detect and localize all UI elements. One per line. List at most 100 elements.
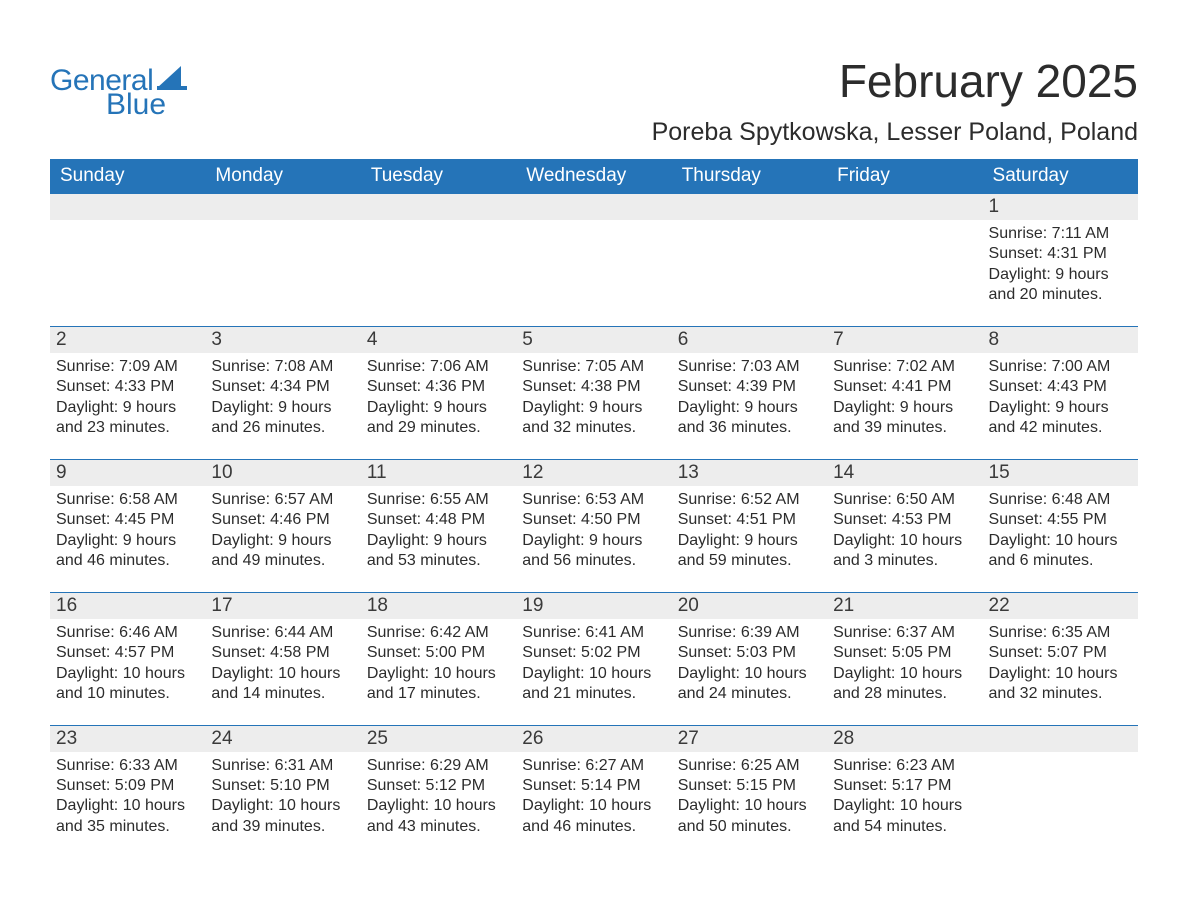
day-number: 13 (672, 460, 827, 486)
day-number: 9 (50, 460, 205, 486)
sunrise-line: Sunrise: 6:44 AM (211, 623, 354, 643)
daylight-line: and 32 minutes. (522, 418, 665, 438)
daylight-line: and 10 minutes. (56, 684, 199, 704)
sunrise-line: Sunrise: 6:58 AM (56, 490, 199, 510)
sunset-line: Sunset: 4:34 PM (211, 377, 354, 397)
day-body: Sunrise: 6:58 AMSunset: 4:45 PMDaylight:… (50, 486, 205, 572)
day-cell: 27Sunrise: 6:25 AMSunset: 5:15 PMDayligh… (672, 726, 827, 838)
week-row: 16Sunrise: 6:46 AMSunset: 4:57 PMDayligh… (50, 592, 1138, 705)
month-title: February 2025 (652, 58, 1138, 104)
day-number: 10 (205, 460, 360, 486)
daylight-line: Daylight: 9 hours (522, 398, 665, 418)
sunrise-line: Sunrise: 6:37 AM (833, 623, 976, 643)
sunset-line: Sunset: 5:10 PM (211, 776, 354, 796)
day-number: 14 (827, 460, 982, 486)
sunrise-line: Sunrise: 6:41 AM (522, 623, 665, 643)
daylight-line: Daylight: 9 hours (989, 398, 1132, 418)
day-cell: 11Sunrise: 6:55 AMSunset: 4:48 PMDayligh… (361, 460, 516, 572)
sunrise-line: Sunrise: 7:06 AM (367, 357, 510, 377)
dow-sunday: Sunday (50, 159, 205, 194)
day-cell: 21 Sunrise: 6:37 AMSunset: 5:05 PMDayligh… (827, 593, 982, 705)
daylight-line: Daylight: 9 hours (989, 265, 1132, 285)
daylight-line: Daylight: 10 hours (522, 664, 665, 684)
day-number: 3 (205, 327, 360, 353)
daylight-line: and 43 minutes. (367, 817, 510, 837)
day-cell: 14Sunrise: 6:50 AMSunset: 4:53 PMDayligh… (827, 460, 982, 572)
daylight-line: Daylight: 10 hours (833, 664, 976, 684)
sunset-line: Sunset: 4:31 PM (989, 244, 1132, 264)
calendar-document: General Blue February 2025 Poreba Spytko… (0, 0, 1188, 877)
day-number: 11 (361, 460, 516, 486)
day-cell: 6Sunrise: 7:03 AMSunset: 4:39 PMDaylight… (672, 327, 827, 439)
day-number: 24 (205, 726, 360, 752)
day-number: 16 (50, 593, 205, 619)
day-number: 21 (827, 593, 982, 619)
day-cell (361, 194, 516, 306)
day-number (50, 194, 205, 220)
day-cell: 7Sunrise: 7:02 AMSunset: 4:41 PMDaylight… (827, 327, 982, 439)
day-number: 28 (827, 726, 982, 752)
day-number: 19 (516, 593, 671, 619)
daylight-line: Daylight: 10 hours (367, 664, 510, 684)
sunrise-line: Sunrise: 7:11 AM (989, 224, 1132, 244)
day-cell: 2Sunrise: 7:09 AMSunset: 4:33 PMDaylight… (50, 327, 205, 439)
day-body: Sunrise: 6:39 AMSunset: 5:03 PMDaylight:… (672, 619, 827, 705)
day-number (983, 726, 1138, 752)
day-body: Sunrise: 6:25 AMSunset: 5:15 PMDaylight:… (672, 752, 827, 838)
day-number: 15 (983, 460, 1138, 486)
sunset-line: Sunset: 5:12 PM (367, 776, 510, 796)
sunrise-line: Sunrise: 7:08 AM (211, 357, 354, 377)
daylight-line: Daylight: 10 hours (367, 796, 510, 816)
sunset-line: Sunset: 4:38 PM (522, 377, 665, 397)
day-cell: 19Sunrise: 6:41 AMSunset: 5:02 PMDayligh… (516, 593, 671, 705)
day-body: Sunrise: 7:05 AMSunset: 4:38 PMDaylight:… (516, 353, 671, 439)
daylight-line: Daylight: 10 hours (211, 796, 354, 816)
day-cell: 20Sunrise: 6:39 AMSunset: 5:03 PMDayligh… (672, 593, 827, 705)
dow-tuesday: Tuesday (361, 159, 516, 194)
day-body (983, 752, 1138, 756)
day-number (516, 194, 671, 220)
daylight-line: Daylight: 10 hours (678, 796, 821, 816)
dow-friday: Friday (827, 159, 982, 194)
sunset-line: Sunset: 4:41 PM (833, 377, 976, 397)
day-number: 2 (50, 327, 205, 353)
daylight-line: Daylight: 9 hours (211, 531, 354, 551)
sunrise-line: Sunrise: 6:27 AM (522, 756, 665, 776)
sunrise-line: Sunrise: 6:46 AM (56, 623, 199, 643)
day-cell: 5Sunrise: 7:05 AMSunset: 4:38 PMDaylight… (516, 327, 671, 439)
daylight-line: and 6 minutes. (989, 551, 1132, 571)
sunrise-line: Sunrise: 6:57 AM (211, 490, 354, 510)
dow-monday: Monday (205, 159, 360, 194)
day-number: 20 (672, 593, 827, 619)
daylight-line: and 50 minutes. (678, 817, 821, 837)
daylight-line: and 32 minutes. (989, 684, 1132, 704)
sunrise-line: Sunrise: 6:25 AM (678, 756, 821, 776)
daylight-line: and 20 minutes. (989, 285, 1132, 305)
daylight-line: and 39 minutes. (833, 418, 976, 438)
daylight-line: and 3 minutes. (833, 551, 976, 571)
sunset-line: Sunset: 5:05 PM (833, 643, 976, 663)
day-cell (827, 194, 982, 306)
daylight-line: and 36 minutes. (678, 418, 821, 438)
day-body: Sunrise: 6:55 AMSunset: 4:48 PMDaylight:… (361, 486, 516, 572)
location-subtitle: Poreba Spytkowska, Lesser Poland, Poland (652, 118, 1138, 147)
day-cell: 18Sunrise: 6:42 AMSunset: 5:00 PMDayligh… (361, 593, 516, 705)
day-body: Sunrise: 6:23 AMSunset: 5:17 PMDaylight:… (827, 752, 982, 838)
calendar-grid: Sunday Monday Tuesday Wednesday Thursday… (50, 159, 1138, 837)
daylight-line: and 17 minutes. (367, 684, 510, 704)
sunset-line: Sunset: 5:03 PM (678, 643, 821, 663)
week-row: 9Sunrise: 6:58 AMSunset: 4:45 PMDaylight… (50, 459, 1138, 572)
sunrise-line: Sunrise: 6:52 AM (678, 490, 821, 510)
day-number: 8 (983, 327, 1138, 353)
sunrise-line: Sunrise: 6:48 AM (989, 490, 1132, 510)
daylight-line: and 35 minutes. (56, 817, 199, 837)
day-cell: 17Sunrise: 6:44 AMSunset: 4:58 PMDayligh… (205, 593, 360, 705)
sunset-line: Sunset: 4:36 PM (367, 377, 510, 397)
daylight-line: Daylight: 9 hours (367, 398, 510, 418)
daylight-line: Daylight: 10 hours (989, 664, 1132, 684)
day-body (827, 220, 982, 224)
day-number (361, 194, 516, 220)
sunset-line: Sunset: 4:48 PM (367, 510, 510, 530)
daylight-line: Daylight: 9 hours (211, 398, 354, 418)
day-body: Sunrise: 7:08 AMSunset: 4:34 PMDaylight:… (205, 353, 360, 439)
